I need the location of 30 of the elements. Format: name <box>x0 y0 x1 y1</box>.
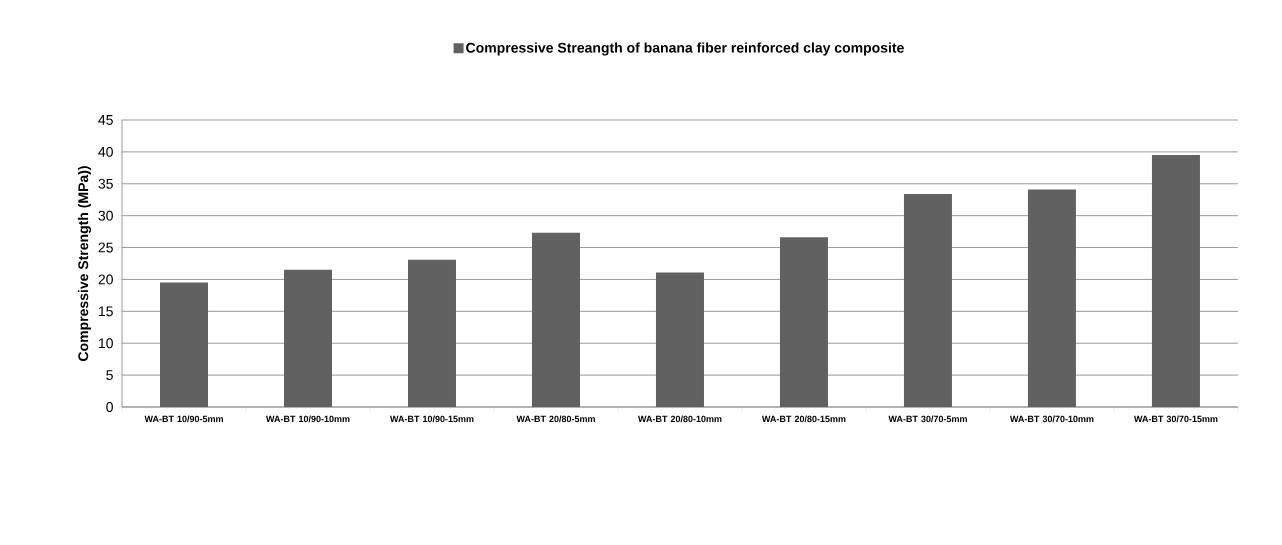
y-tick-label: 30 <box>98 210 113 221</box>
y-tick-label: 35 <box>98 178 113 189</box>
y-tick-label: 25 <box>98 242 113 253</box>
legend-label: Compressive Streangth of banana fiber reinforced clay composite <box>466 42 904 56</box>
x-tick-label: WA-BT 10/90-5mm <box>144 415 223 423</box>
y-tick-label: 40 <box>98 146 113 157</box>
bar <box>903 193 952 407</box>
bar <box>655 272 704 407</box>
y-tick-label: 0 <box>106 402 113 412</box>
x-tick-label: WA-BT 20/80-10mm <box>637 415 722 423</box>
x-tick-label: WA-BT 20/80-5mm <box>516 415 595 423</box>
x-tick-label: WA-BT 10/90-10mm <box>266 415 350 423</box>
y-axis-title: Compressive Strength (MPa)) <box>77 166 92 361</box>
y-tick-label: 5 <box>106 370 113 380</box>
x-tick-label: WA-BT 20/80-15mm <box>761 415 846 423</box>
x-tick-label: WA-BT 30/70-10mm <box>1009 415 1094 423</box>
bar <box>531 232 580 407</box>
y-tick-label: 15 <box>98 306 113 317</box>
y-tick-label: 10 <box>98 338 113 349</box>
bar <box>1027 189 1076 407</box>
bar <box>407 259 456 407</box>
bar <box>1151 155 1200 407</box>
x-tick-label: WA-BT 30/70-15mm <box>1133 415 1218 423</box>
bar <box>284 269 332 407</box>
x-tick-label: WA-BT 30/70-5mm <box>888 415 967 423</box>
y-tick-label: 20 <box>98 274 113 285</box>
y-tick-label: 45 <box>98 115 113 125</box>
bar <box>779 237 828 407</box>
bar <box>160 282 209 407</box>
x-tick-label: WA-BT 10/90-15mm <box>390 415 474 423</box>
